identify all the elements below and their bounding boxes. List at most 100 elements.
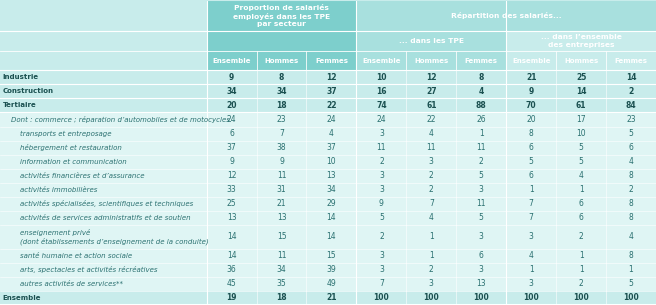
Bar (256, 263, 306, 277)
Bar (0, 225, 207, 249)
Bar (457, 141, 506, 155)
Text: 7: 7 (529, 199, 533, 208)
Bar (457, 277, 506, 291)
Text: 61: 61 (576, 101, 586, 110)
Text: 3: 3 (479, 185, 483, 194)
Bar (506, 70, 556, 84)
Bar (556, 51, 606, 70)
Text: 1: 1 (479, 129, 483, 138)
Text: 4: 4 (529, 251, 533, 260)
Text: 25: 25 (576, 73, 586, 82)
Text: 7: 7 (429, 199, 434, 208)
Bar (606, 169, 656, 183)
Bar (356, 31, 506, 51)
Bar (556, 183, 606, 197)
Text: 2: 2 (579, 232, 583, 241)
Text: 4: 4 (429, 129, 434, 138)
Bar (306, 211, 356, 225)
Bar (457, 183, 506, 197)
Text: 9: 9 (279, 157, 284, 166)
Text: 3: 3 (479, 265, 483, 275)
Bar (406, 249, 457, 263)
Bar (0, 249, 207, 263)
Text: 4: 4 (429, 214, 434, 222)
Text: Ensemble: Ensemble (512, 58, 550, 64)
Text: Femmes: Femmes (464, 58, 498, 64)
Text: 8: 8 (628, 171, 634, 180)
Bar (207, 113, 256, 127)
Text: 4: 4 (628, 157, 634, 166)
Bar (406, 51, 457, 70)
Bar (207, 197, 256, 211)
Text: 24: 24 (327, 115, 337, 124)
Text: 7: 7 (379, 279, 384, 289)
Text: 26: 26 (476, 115, 486, 124)
Bar (457, 225, 506, 249)
Bar (406, 211, 457, 225)
Text: 19: 19 (226, 293, 237, 303)
Bar (306, 99, 356, 113)
Text: 11: 11 (476, 199, 486, 208)
Text: activités spécialisées, scientifiques et techniques: activités spécialisées, scientifiques et… (20, 200, 193, 207)
Bar (606, 263, 656, 277)
Text: Répartition des salariés...: Répartition des salariés... (451, 12, 562, 19)
Text: 3: 3 (379, 251, 384, 260)
Text: 9: 9 (229, 157, 234, 166)
Bar (457, 51, 506, 70)
Text: 3: 3 (429, 279, 434, 289)
Text: 15: 15 (327, 251, 337, 260)
Text: activités immobilières: activités immobilières (20, 187, 97, 193)
Bar (606, 291, 656, 305)
Bar (506, 113, 556, 127)
Text: 100: 100 (523, 293, 539, 303)
Text: ... dans les TPE: ... dans les TPE (399, 38, 464, 44)
Bar (506, 183, 556, 197)
Text: 6: 6 (628, 143, 634, 152)
Bar (0, 84, 207, 99)
Text: 27: 27 (426, 87, 437, 96)
Bar (506, 197, 556, 211)
Text: 8: 8 (529, 129, 533, 138)
Bar (0, 169, 207, 183)
Bar (256, 183, 306, 197)
Text: 84: 84 (626, 101, 636, 110)
Bar (406, 84, 457, 99)
Text: 4: 4 (479, 87, 484, 96)
Text: 6: 6 (579, 214, 584, 222)
Text: 2: 2 (479, 157, 483, 166)
Text: 5: 5 (529, 157, 533, 166)
Text: 100: 100 (423, 293, 440, 303)
Text: 14: 14 (227, 251, 236, 260)
Text: 14: 14 (327, 214, 337, 222)
Text: 37: 37 (326, 87, 337, 96)
Bar (406, 169, 457, 183)
Text: arts, spectacles et activités récréatives: arts, spectacles et activités récréative… (20, 266, 157, 273)
Bar (207, 225, 256, 249)
Text: 33: 33 (227, 185, 236, 194)
Text: 3: 3 (429, 157, 434, 166)
Bar (556, 211, 606, 225)
Bar (606, 197, 656, 211)
Text: activités de services administratifs et de soutien: activités de services administratifs et … (20, 215, 190, 221)
Text: 2: 2 (379, 157, 384, 166)
Text: Ensemble: Ensemble (3, 295, 41, 301)
Bar (606, 84, 656, 99)
Bar (457, 99, 506, 113)
Text: 100: 100 (623, 293, 639, 303)
Bar (406, 183, 457, 197)
Bar (506, 31, 656, 51)
Text: 100: 100 (373, 293, 389, 303)
Text: Hommes: Hommes (264, 58, 298, 64)
Text: 6: 6 (479, 251, 483, 260)
Bar (306, 51, 356, 70)
Bar (306, 113, 356, 127)
Bar (0, 70, 207, 84)
Bar (306, 225, 356, 249)
Text: 4: 4 (628, 232, 634, 241)
Bar (306, 155, 356, 169)
Text: 3: 3 (529, 279, 533, 289)
Text: enseignement privé
(dont établissements d’enseignement de la conduite): enseignement privé (dont établissements … (20, 229, 209, 245)
Text: 3: 3 (529, 232, 533, 241)
Text: 1: 1 (529, 265, 533, 275)
Text: 11: 11 (476, 143, 486, 152)
